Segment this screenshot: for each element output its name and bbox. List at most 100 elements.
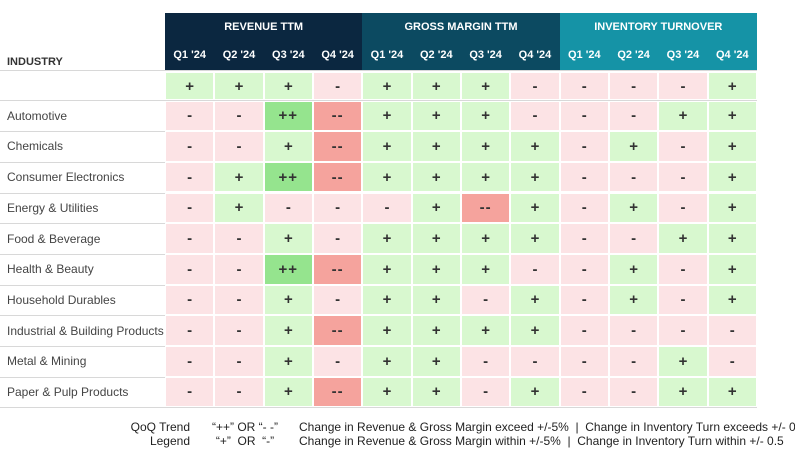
trend-cell: -	[559, 131, 609, 162]
quarter-header: Q4 '24	[707, 40, 757, 70]
trend-cell: ++	[263, 253, 313, 285]
trend-cell: -	[559, 345, 609, 377]
legend-title: QoQ Trend	[130, 420, 190, 434]
trend-cell: +	[263, 284, 313, 316]
quarter-header: Q1 '24	[362, 40, 412, 70]
quarter-header: Q4 '24	[312, 40, 363, 70]
trend-cell: -	[312, 345, 363, 377]
trend-cell: +	[263, 72, 313, 100]
trend-cell: +	[362, 315, 412, 346]
trend-cell: -	[165, 161, 215, 193]
trend-cell: -	[165, 315, 215, 346]
trend-cell: -	[214, 345, 264, 377]
trend-cell: +	[411, 284, 461, 316]
trend-cell: +	[362, 161, 412, 193]
trend-cell: +	[263, 315, 313, 346]
trend-cell: -	[559, 192, 609, 224]
trend-cell: +	[707, 192, 757, 224]
quarter-header: Q1 '24	[165, 40, 215, 70]
legend-symbol: “++” OR “- -”	[212, 420, 278, 434]
trend-cell: -	[214, 315, 264, 346]
header-rule	[0, 70, 757, 71]
trend-cell: -	[707, 315, 757, 346]
trend-cell: +	[608, 131, 659, 162]
trend-cell: +	[411, 376, 461, 408]
industry-label: Health & Beauty	[7, 262, 94, 277]
row-rule	[0, 407, 757, 409]
trend-cell: -	[658, 72, 708, 100]
trend-cell: +	[510, 192, 560, 224]
industry-label: Household Durables	[7, 292, 116, 307]
trend-cell: -	[608, 376, 659, 408]
trend-cell: +	[460, 253, 511, 285]
trend-cell: --	[312, 376, 363, 408]
legend-symbol: “+” OR “-”	[215, 434, 275, 448]
trend-cell: -	[165, 376, 215, 408]
trend-cell: -	[658, 315, 708, 346]
trend-cell: -	[559, 315, 609, 346]
trend-cell: +	[263, 223, 313, 254]
trend-cell: +	[510, 131, 560, 162]
trend-cell: +	[707, 223, 757, 254]
trend-cell: +	[411, 161, 461, 193]
trend-cell: --	[460, 192, 511, 224]
trend-cell: +	[460, 72, 511, 100]
trend-cell: -	[510, 253, 560, 285]
trend-cell: +	[411, 315, 461, 346]
trend-cell: -	[165, 284, 215, 316]
trend-cell: ++	[263, 100, 313, 132]
trend-cell: --	[312, 315, 363, 346]
industry-label: Metal & Mining	[7, 354, 87, 369]
trend-cell: +	[707, 253, 757, 285]
trend-cell: +	[707, 100, 757, 132]
trend-cell: -	[559, 100, 609, 132]
legend-description: Change in Revenue & Gross Margin within …	[299, 434, 784, 448]
trend-cell: +	[707, 376, 757, 408]
legend-title: Legend	[149, 434, 190, 448]
quarter-header: Q2 '24	[608, 40, 659, 70]
trend-cell: -	[165, 100, 215, 132]
trend-cell: +	[165, 72, 215, 100]
trend-cell: -	[658, 284, 708, 316]
trend-cell: -	[460, 284, 511, 316]
trend-cell: +	[707, 72, 757, 100]
trend-cell: +	[608, 284, 659, 316]
trend-cell: +	[707, 131, 757, 162]
trend-cell: +	[460, 100, 511, 132]
quarter-header: Q4 '24	[510, 40, 560, 70]
trend-cell: -	[608, 315, 659, 346]
trend-cell: -	[608, 72, 659, 100]
trend-cell: +	[214, 161, 264, 193]
trend-cell: -	[214, 100, 264, 132]
legend-description: Change in Revenue & Gross Margin exceed …	[299, 420, 795, 434]
trend-cell: -	[165, 345, 215, 377]
trend-cell: +	[362, 72, 412, 100]
trend-cell: -	[608, 223, 659, 254]
trend-cell: +	[658, 100, 708, 132]
trend-cell: +	[263, 376, 313, 408]
quarter-header: Q2 '24	[411, 40, 461, 70]
trend-cell: +	[608, 253, 659, 285]
trend-cell: +	[510, 284, 560, 316]
trend-cell: +	[362, 253, 412, 285]
trend-cell: -	[658, 161, 708, 193]
trend-cell: +	[460, 131, 511, 162]
trend-cell: -	[165, 192, 215, 224]
trend-cell: -	[707, 345, 757, 377]
trend-cell: -	[559, 72, 609, 100]
trend-cell: -	[460, 376, 511, 408]
quarter-header: Q3 '24	[263, 40, 313, 70]
trend-cell: -	[559, 284, 609, 316]
trend-cell: -	[608, 100, 659, 132]
trend-cell: -	[312, 192, 363, 224]
industry-label: Paper & Pulp Products	[7, 384, 129, 399]
trend-cell: -	[658, 192, 708, 224]
industry-label: Consumer Electronics	[7, 170, 125, 185]
trend-cell: +	[214, 192, 264, 224]
trend-cell: +	[263, 131, 313, 162]
trend-cell: -	[559, 376, 609, 408]
industry-label: Chemicals	[7, 139, 64, 154]
trend-cell: +	[460, 223, 511, 254]
group-header: GROSS MARGIN TTM	[362, 13, 560, 40]
